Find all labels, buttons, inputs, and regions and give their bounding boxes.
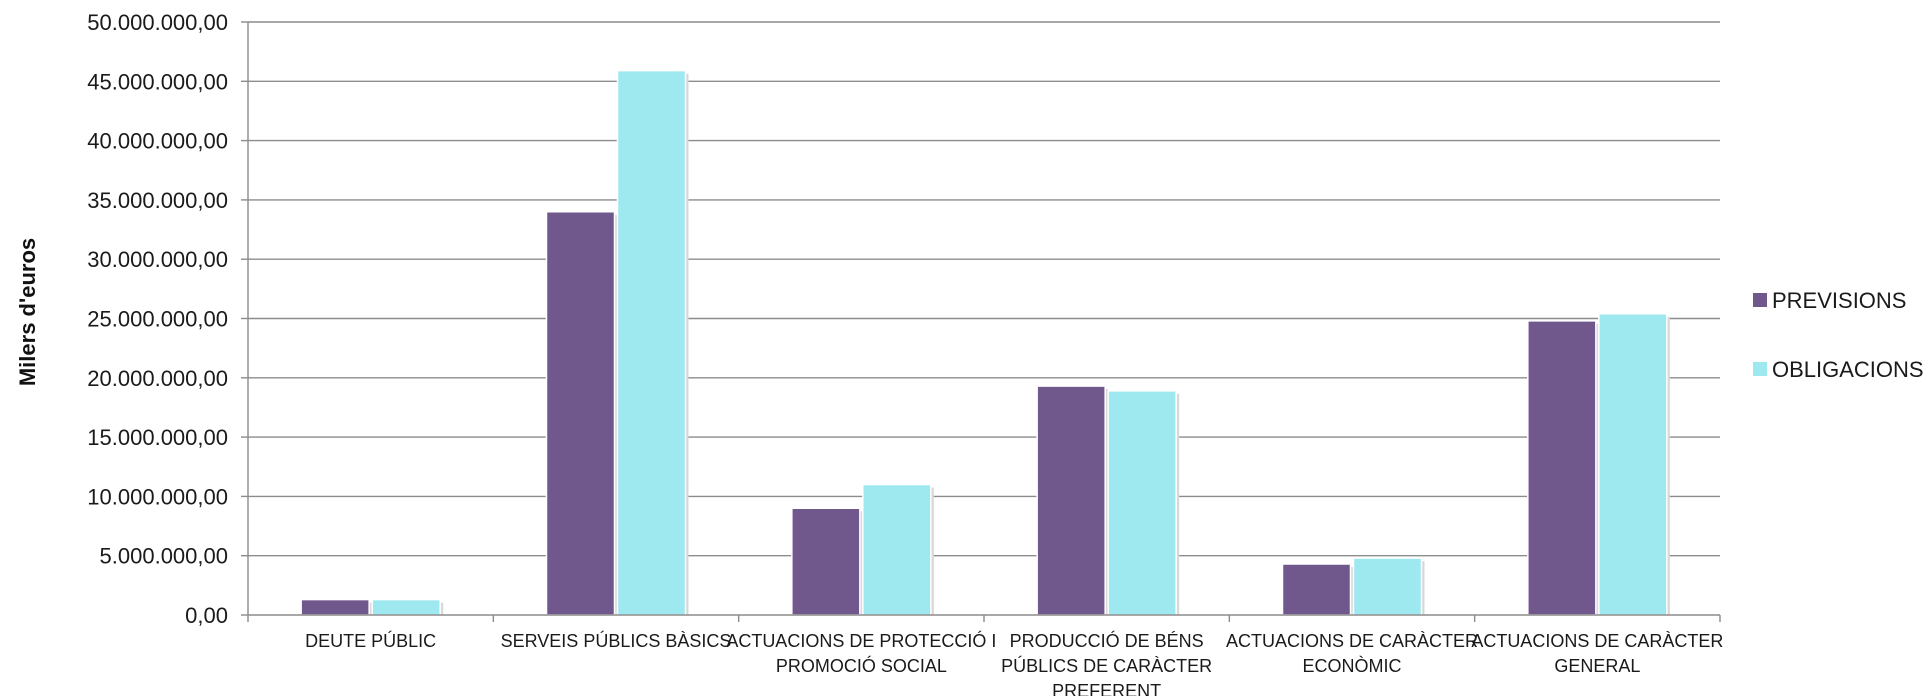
legend-label: OBLIGACIONS — [1772, 357, 1924, 382]
y-tick-label: 30.000.000,00 — [87, 247, 228, 272]
legend-swatch — [1753, 293, 1767, 307]
bar-obligacions — [1598, 313, 1668, 616]
y-axis-label: Milers d'euros — [15, 238, 40, 386]
bar-previsions — [1036, 385, 1106, 616]
x-tick-label: ACTUACIONS DE CARÀCTER GENERAL — [1471, 631, 1723, 676]
bar-previsions — [1527, 320, 1597, 616]
bar-previsions — [300, 598, 370, 616]
bar-obligacions — [862, 483, 932, 616]
y-tick-label: 20.000.000,00 — [87, 366, 228, 391]
bar-previsions — [545, 211, 616, 616]
bar-obligacions — [616, 69, 687, 616]
y-tick-label: 5.000.000,00 — [100, 544, 228, 569]
bars — [300, 69, 1670, 616]
x-axis-ticks: DEUTE PÚBLIC SERVEIS PÚBLICS BÀSICSACTUAC… — [305, 630, 1723, 696]
y-tick-label: 35.000.000,00 — [87, 188, 228, 213]
x-tick-label: ACTUACIONS DE CARÀCTER ECONÒMIC — [1226, 631, 1478, 676]
x-tick-label: ACTUACIONS DE PROTECCIÓ I PROMOCIÓ SOCIAL — [726, 630, 996, 676]
x-tick-label: PRODUCCIÓ DE BÉNS PÚBLICS DE CARÀCTER PREF… — [1001, 630, 1212, 696]
y-tick-label: 15.000.000,00 — [87, 425, 228, 450]
y-tick-label: 25.000.000,00 — [87, 307, 228, 332]
bar-obligacions — [1107, 390, 1177, 616]
bar-obligacions — [1352, 557, 1423, 616]
bar-previsions — [791, 507, 861, 616]
y-axis-ticks: 0,00 5.000.000,00 10.000.000,00 15.000.000,… — [87, 10, 248, 628]
y-tick-label: 10.000.000,00 — [87, 484, 228, 509]
legend-swatch — [1753, 362, 1767, 376]
legend: PREVISIONS OBLIGACIONS — [1753, 288, 1924, 382]
axes — [247, 22, 1721, 622]
x-tick-label: DEUTE PÚBLIC — [305, 630, 436, 651]
y-tick-label: 45.000.000,00 — [87, 69, 228, 94]
y-tick-label: 40.000.000,00 — [87, 129, 228, 154]
x-tick-label: SERVEIS PÚBLICS BÀSICS — [501, 630, 732, 651]
legend-label: PREVISIONS — [1772, 288, 1906, 313]
y-tick-label: 0,00 — [185, 603, 228, 628]
gridlines — [248, 21, 1720, 557]
y-tick-label: 50.000.000,00 — [87, 10, 228, 35]
bar-obligacions — [371, 598, 441, 616]
bar-previsions — [1281, 563, 1352, 616]
